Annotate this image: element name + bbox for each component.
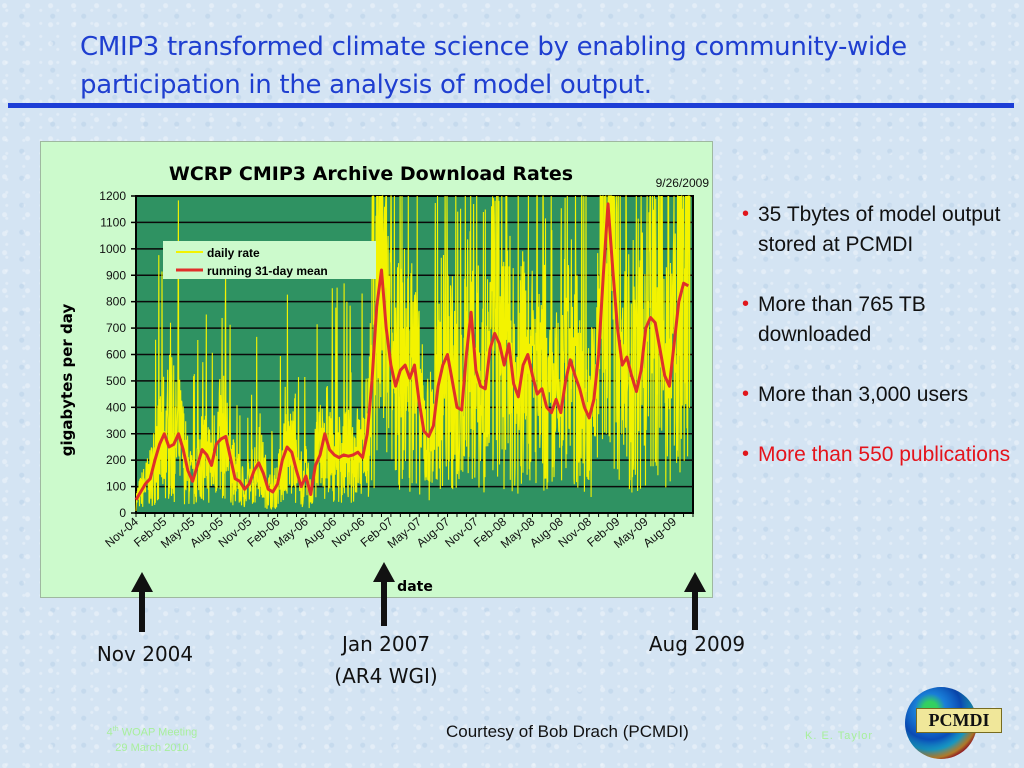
y-tick-label: 600: [106, 348, 126, 362]
y-tick-label: 700: [106, 321, 126, 335]
y-tick-label: 1200: [99, 189, 126, 203]
running-mean-line: [134, 202, 690, 501]
legend: daily rate running 31-day mean: [163, 241, 376, 279]
y-tick-label: 1100: [100, 215, 126, 229]
arrow-up-icon: [684, 572, 706, 630]
bullet-users: • More than 3,000 users: [742, 380, 1012, 410]
legend-mean-label: running 31-day mean: [207, 264, 328, 278]
y-tick-label: 500: [106, 374, 126, 388]
chart-title: WCRP CMIP3 Archive Download Rates: [169, 163, 573, 185]
bullet-dot-icon: •: [742, 383, 750, 405]
annotation-nov-2004: Nov 2004: [96, 642, 194, 666]
arrow-up-icon: [131, 572, 153, 632]
y-axis-ticks: 0 100 200 300 400 500 600 700 800 900 1000 1100 1200: [99, 189, 136, 520]
chart-panel: WCRP CMIP3 Archive Download Rates 9/26/2…: [40, 141, 713, 598]
y-tick-label: 1000: [99, 242, 126, 256]
slide-title: CMIP3 transformed climate science by ena…: [80, 32, 907, 100]
bullet-publications: • More than 550 publications: [742, 440, 1012, 470]
x-axis-label: date: [397, 579, 433, 595]
y-tick-label: 800: [106, 295, 126, 309]
annotation-aug-2009: Aug 2009: [648, 632, 746, 656]
title-underline: [8, 103, 1014, 108]
y-tick-label: 200: [106, 453, 126, 467]
bullet-dot-icon: •: [742, 203, 750, 225]
legend-box: [163, 241, 376, 279]
y-tick-label: 900: [106, 268, 126, 282]
bullet-storage: • 35 Tbytes of model output stored at PCM…: [742, 200, 1012, 260]
y-tick-label: 100: [106, 480, 126, 494]
annotation-jan-2007: Jan 2007 (AR4 WGI): [334, 632, 438, 688]
footer-meeting: 4th WOAP Meeting 29 March 2010: [106, 726, 198, 754]
arrow-up-icon: [373, 562, 395, 626]
bullet-downloaded: • More than 765 TB downloaded: [742, 290, 1012, 350]
y-axis-label: gigabytes per day: [58, 304, 76, 457]
footer-credit: Courtesy of Bob Drach (PCMDI): [446, 722, 689, 741]
footer-author: K. E. Taylor: [805, 730, 874, 742]
y-tick-label: 400: [106, 400, 126, 414]
x-axis-ticks: Nov-04Feb-05May-05Aug-05Nov-05Feb-06May-…: [102, 513, 694, 551]
x-tick-label: Aug-09: [640, 514, 679, 550]
legend-daily-label: daily rate: [207, 246, 260, 260]
y-tick-label: 300: [106, 427, 126, 441]
download-rate-chart: WCRP CMIP3 Archive Download Rates 9/26/2…: [58, 163, 710, 595]
chart-date-stamp: 9/26/2009: [656, 176, 710, 190]
y-tick-label: 0: [119, 506, 126, 520]
bullet-list: • 35 Tbytes of model output stored at PCM…: [742, 200, 1012, 500]
bullet-dot-icon: •: [742, 443, 750, 465]
bullet-dot-icon: •: [742, 293, 750, 315]
pcmdi-logo: PCMDI: [916, 708, 1002, 733]
